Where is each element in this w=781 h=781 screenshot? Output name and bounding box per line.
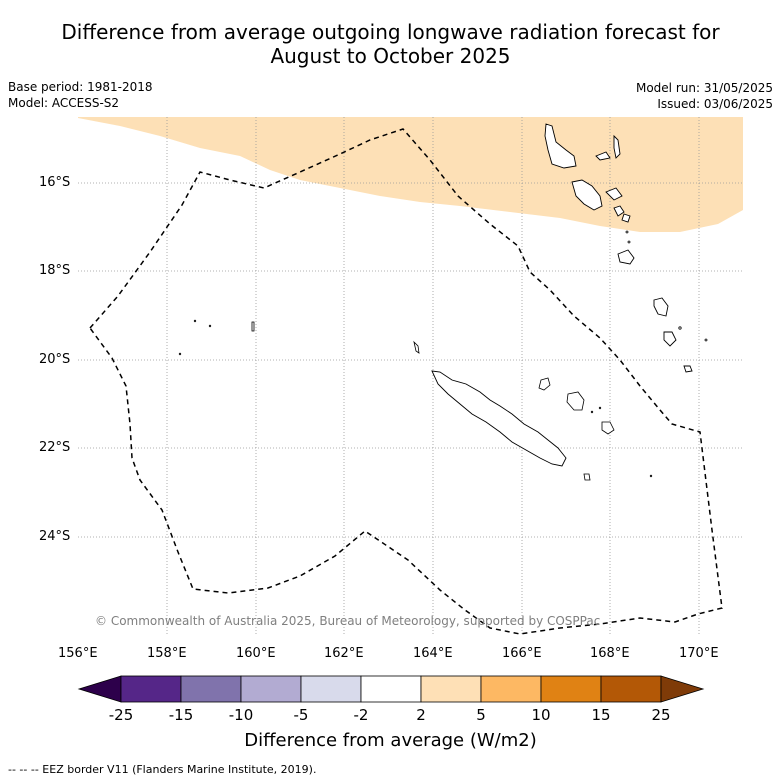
colorbar-label-m25: -25: [108, 706, 134, 724]
lon-tick-170: 170°E: [679, 646, 719, 661]
eez-border: [89, 128, 723, 635]
small-islets: [178, 230, 708, 478]
lon-tick-156: 156°E: [58, 646, 98, 661]
colorbar-bin-1: [180, 675, 242, 703]
colorbar-label-m15: -15: [168, 706, 194, 724]
copyright-text: © Commonwealth of Australia 2025, Bureau…: [95, 614, 601, 628]
loyalty-island-lifou: [566, 391, 585, 411]
colorbar-label-25: 25: [651, 706, 671, 724]
colorbar: [77, 675, 705, 703]
isle-of-pines: [583, 473, 591, 481]
lat-tick-18s: 18°S: [39, 263, 71, 278]
issued-text: Issued: 03/06/2025: [657, 97, 773, 111]
colorbar-label-m10: -10: [228, 706, 254, 724]
lon-tick-158: 158°E: [147, 646, 187, 661]
colorbar-bin-8: [600, 675, 662, 703]
base-period-text: Base period: 1981-2018: [8, 80, 153, 94]
lat-tick-22s: 22°S: [39, 440, 71, 455]
colorbar-label-m5: -5: [293, 706, 309, 724]
colorbar-label-2: 2: [416, 706, 426, 724]
chart-title-line1: Difference from average outgoing longwav…: [61, 20, 720, 44]
lon-tick-166: 166°E: [502, 646, 542, 661]
colorbar-label-15: 15: [591, 706, 611, 724]
colorbar-over-arrow: [660, 675, 705, 703]
gridlines: [78, 117, 743, 636]
lon-tick-162: 162°E: [324, 646, 364, 661]
new-caledonia-grande-terre: [431, 370, 567, 467]
colorbar-under-arrow: [77, 675, 122, 703]
colorbar-bin-2: [240, 675, 302, 703]
lat-tick-24s: 24°S: [39, 529, 71, 544]
model-run-text: Model run: 31/05/2025: [635, 81, 773, 95]
loyalty-island-mare: [601, 421, 615, 435]
colorbar-bin-7: [540, 675, 602, 703]
colorbar-label-m2: -2: [353, 706, 369, 724]
lat-tick-16s: 16°S: [39, 175, 71, 190]
colorbar-label-5: 5: [476, 706, 486, 724]
lon-tick-164: 164°E: [413, 646, 453, 661]
vanuatu-islands: [544, 123, 693, 373]
lon-tick-160: 160°E: [236, 646, 276, 661]
colorbar-bin-5: [420, 675, 482, 703]
lon-tick-168: 168°E: [590, 646, 630, 661]
chart-title-line2: August to October 2025: [270, 44, 511, 68]
colorbar-label-10: 10: [531, 706, 551, 724]
lat-tick-20s: 20°S: [39, 352, 71, 367]
eez-footnote: -- -- -- EEZ border V11 (Flanders Marine…: [8, 763, 317, 776]
model-text: Model: ACCESS-S2: [8, 96, 120, 110]
colorbar-title: Difference from average (W/m2): [244, 730, 537, 751]
colorbar-bin-3: [300, 675, 362, 703]
loyalty-island-ouvea: [538, 377, 551, 391]
colorbar-bin-6: [480, 675, 542, 703]
colorbar-bin-4: [360, 675, 422, 703]
colorbar-bin-0: [120, 675, 182, 703]
belep-islands: [413, 340, 420, 354]
anomaly-region-2-to-5: [78, 117, 743, 232]
